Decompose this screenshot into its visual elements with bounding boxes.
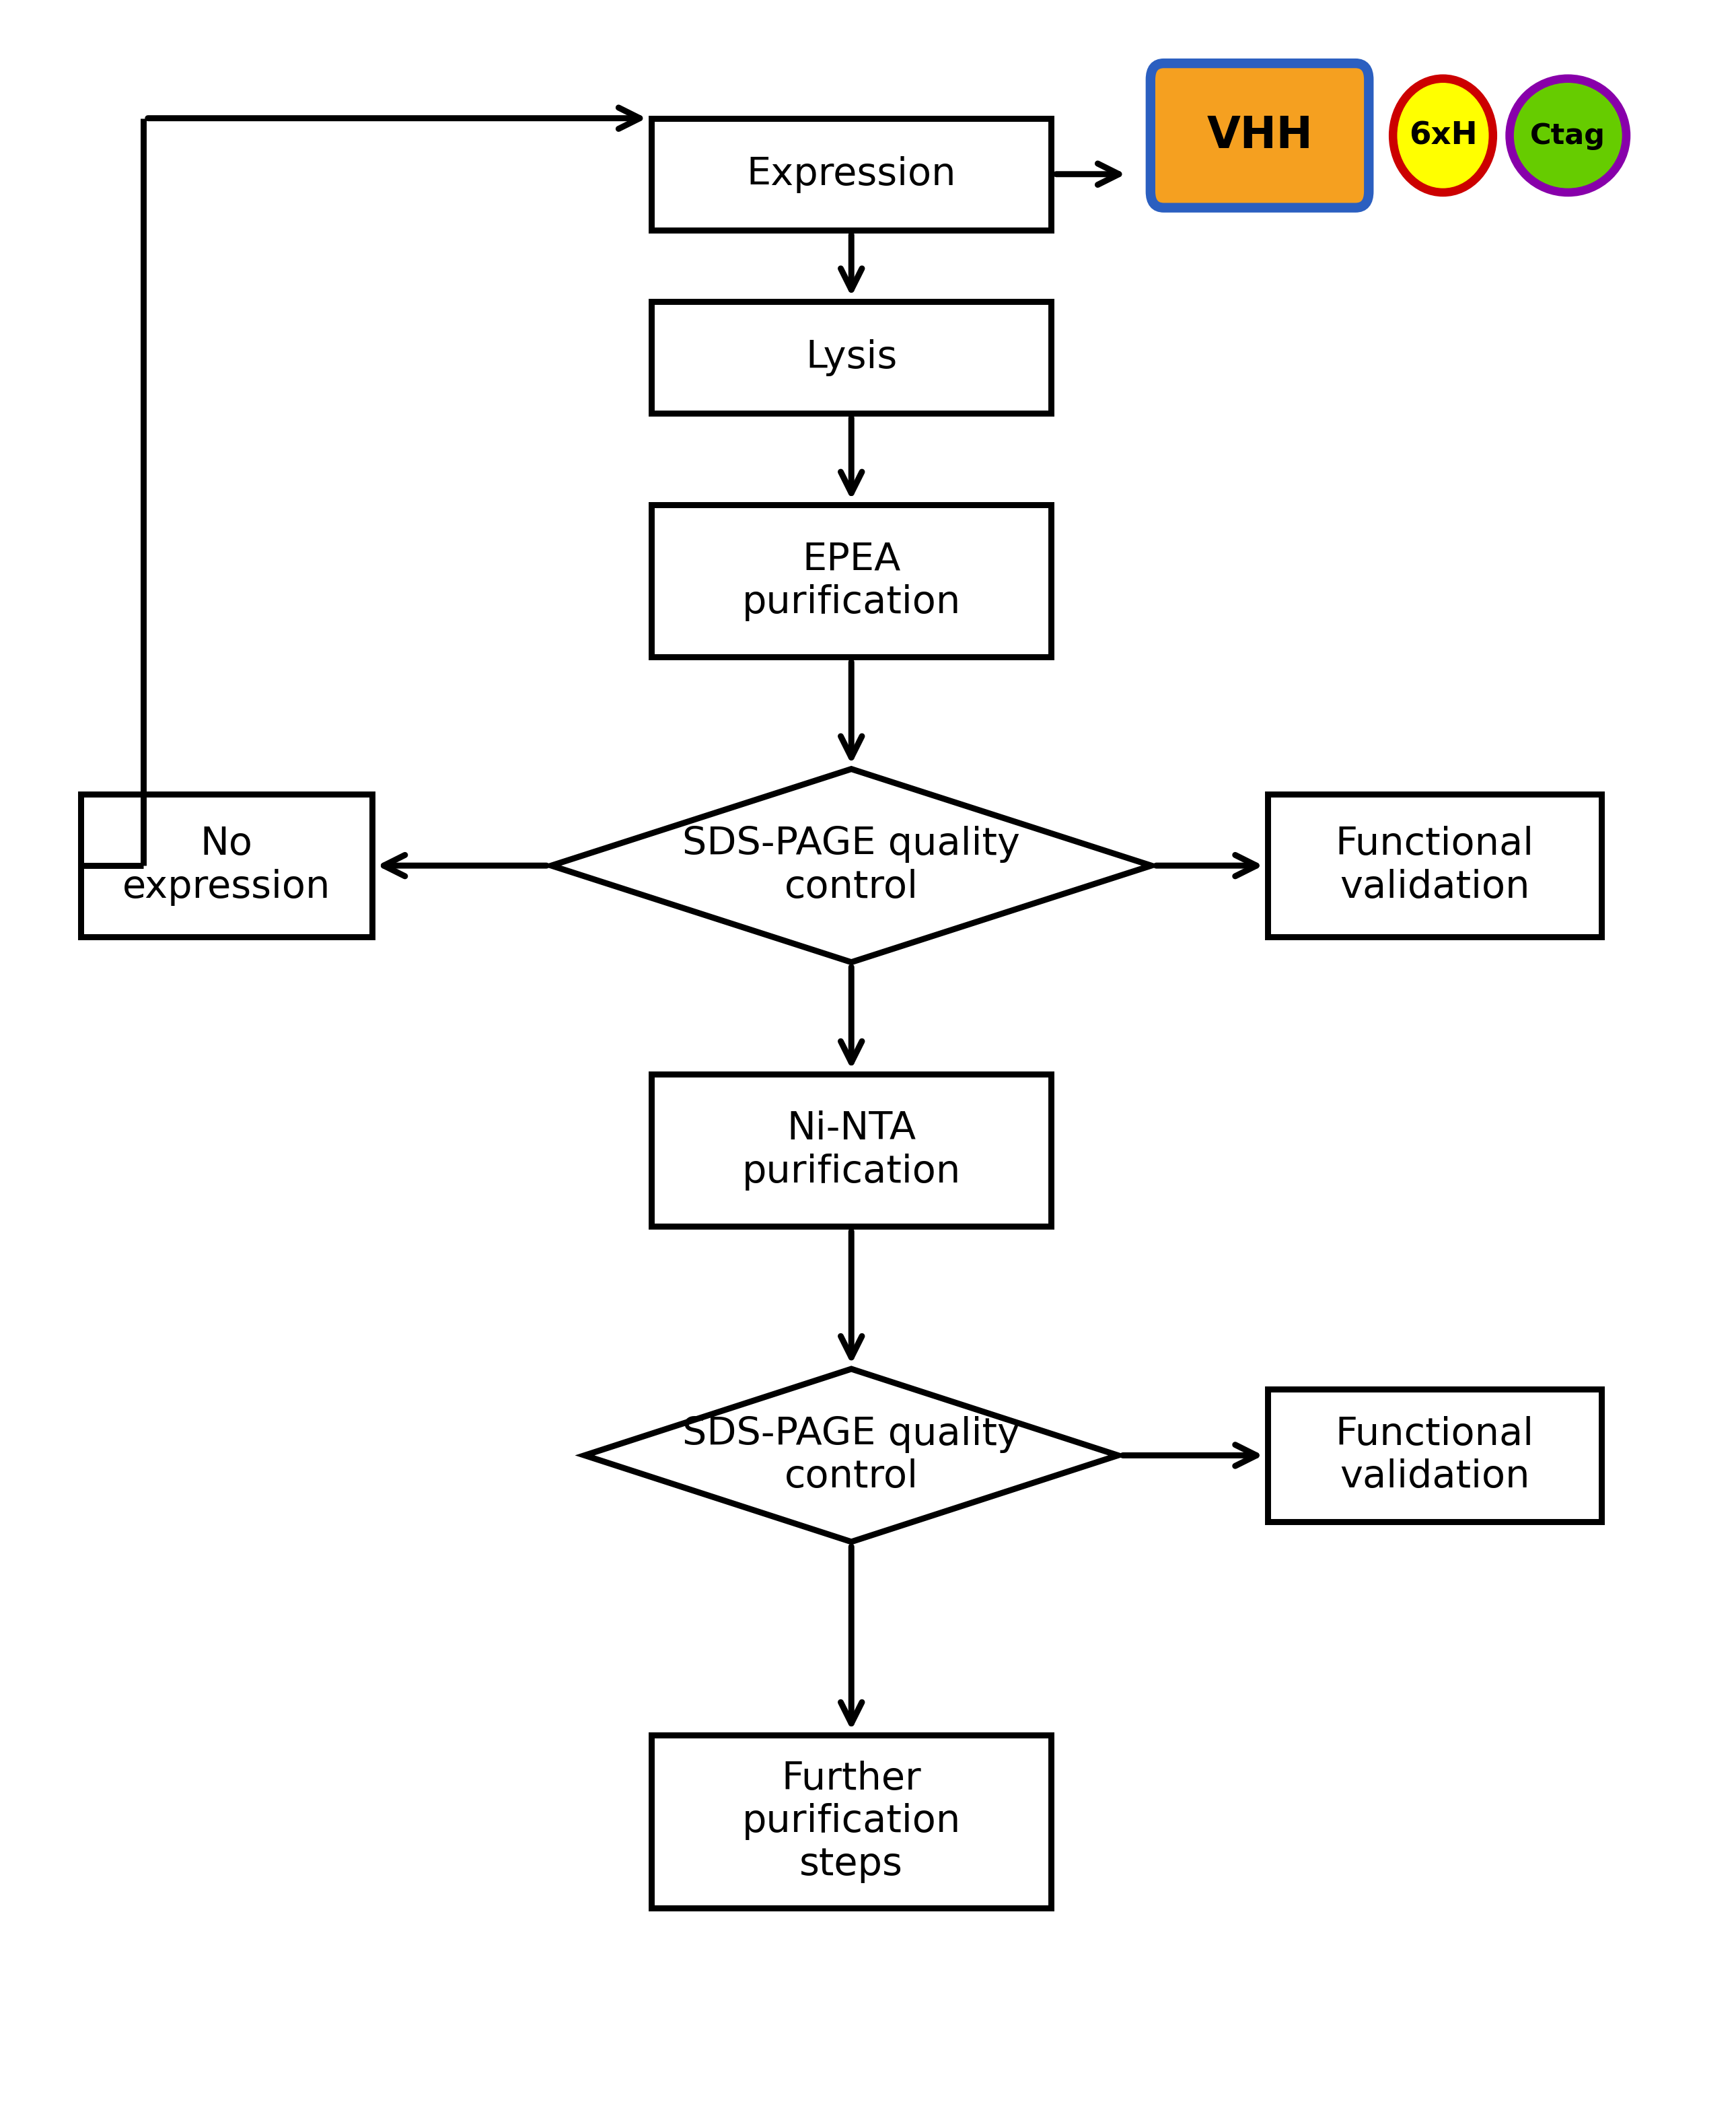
Text: Further
purification
steps: Further purification steps <box>741 1760 960 1883</box>
FancyBboxPatch shape <box>651 1074 1052 1226</box>
Text: Functional
validation: Functional validation <box>1335 1415 1535 1495</box>
Text: Expression: Expression <box>746 157 957 193</box>
Text: VHH: VHH <box>1207 114 1312 157</box>
Text: SDS-PAGE quality
control: SDS-PAGE quality control <box>682 826 1021 907</box>
FancyBboxPatch shape <box>80 794 372 936</box>
Text: SDS-PAGE quality
control: SDS-PAGE quality control <box>682 1415 1021 1495</box>
Ellipse shape <box>1510 78 1627 193</box>
Text: EPEA
purification: EPEA purification <box>741 542 960 621</box>
Text: Ni-NTA
purification: Ni-NTA purification <box>741 1110 960 1190</box>
FancyBboxPatch shape <box>651 119 1052 231</box>
FancyBboxPatch shape <box>651 1735 1052 1908</box>
FancyBboxPatch shape <box>651 504 1052 657</box>
FancyBboxPatch shape <box>1267 794 1601 936</box>
Text: No
expression: No expression <box>122 826 330 907</box>
Text: Lysis: Lysis <box>806 339 898 377</box>
Ellipse shape <box>1392 78 1493 193</box>
FancyBboxPatch shape <box>651 301 1052 413</box>
FancyBboxPatch shape <box>1151 64 1368 208</box>
Polygon shape <box>585 1368 1118 1542</box>
FancyBboxPatch shape <box>1267 1389 1601 1521</box>
Text: Ctag: Ctag <box>1529 121 1606 150</box>
Polygon shape <box>552 769 1151 962</box>
Text: Functional
validation: Functional validation <box>1335 826 1535 907</box>
Text: 6xH: 6xH <box>1410 121 1477 150</box>
